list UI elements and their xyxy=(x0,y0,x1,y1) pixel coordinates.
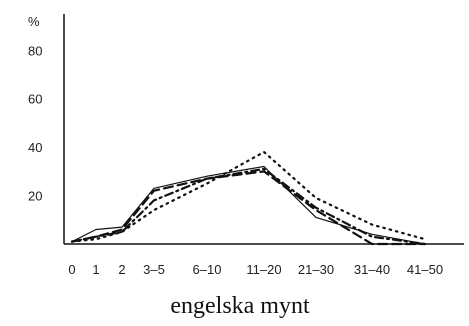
series-line-dashed xyxy=(70,170,427,246)
x-tick-label: 0 xyxy=(68,262,75,277)
x-tick-label: 3–5 xyxy=(143,262,165,277)
x-tick-label: 1 xyxy=(92,262,99,277)
series-line-solid xyxy=(71,165,426,245)
x-tick-label: 11–20 xyxy=(246,262,281,277)
x-tick-label: 41–50 xyxy=(407,262,443,277)
chart-caption: engelska mynt xyxy=(170,293,310,319)
y-tick-label: 20 xyxy=(28,189,42,204)
x-tick-label: 2 xyxy=(118,262,125,277)
y-tick-label: 40 xyxy=(28,140,42,155)
x-tick-labels: 0 1 2 3–5 6–10 11–20 21–30 31–40 41–50 xyxy=(68,262,443,277)
series-lines xyxy=(70,150,427,246)
x-tick-label: 31–40 xyxy=(354,262,390,277)
series-line-dash-dot xyxy=(70,167,427,246)
y-tick-labels: 20 40 60 80 xyxy=(28,43,42,203)
series-line-dotted xyxy=(70,150,427,243)
y-tick-label: 60 xyxy=(28,92,42,107)
x-tick-label: 6–10 xyxy=(193,262,222,277)
x-tick-label: 21–30 xyxy=(298,262,334,277)
y-tick-label: 80 xyxy=(28,43,42,58)
y-axis-label: % xyxy=(28,14,40,29)
